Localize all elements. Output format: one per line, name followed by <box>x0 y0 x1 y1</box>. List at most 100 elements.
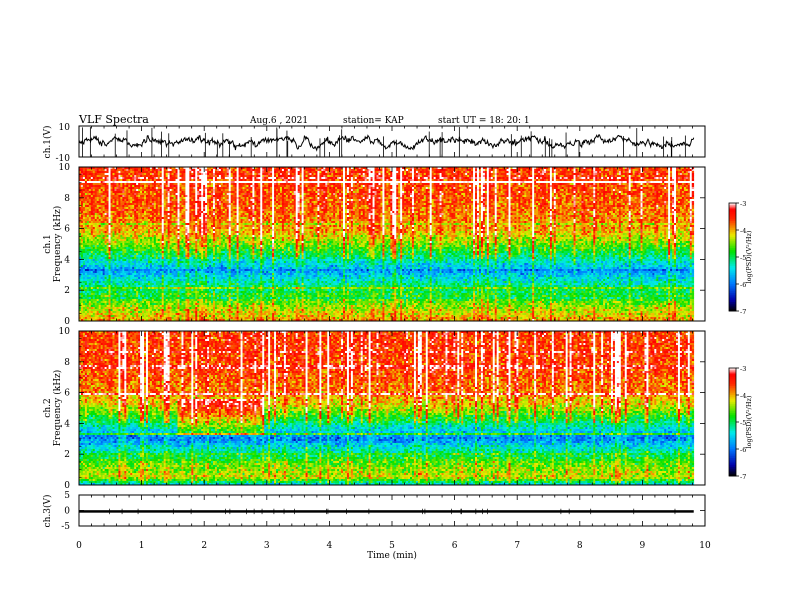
spectrogram-cell <box>435 169 438 172</box>
spectrogram-cell <box>378 177 381 180</box>
spectrogram-cell <box>216 169 220 172</box>
spectrogram-cell <box>177 181 180 184</box>
spectrogram-cell <box>266 171 269 174</box>
spectrogram-cell <box>161 171 165 174</box>
spectrogram-cell <box>321 175 324 178</box>
spectrogram-cell <box>207 169 210 172</box>
spectrogram-cell <box>163 171 167 174</box>
spectrogram-cell <box>494 169 498 172</box>
spectrogram-cell <box>429 169 433 172</box>
spectrogram-cell <box>445 169 448 172</box>
spectrogram-cell <box>500 167 503 170</box>
spectrogram-cell <box>607 171 610 174</box>
spectrogram-cell <box>676 175 679 178</box>
spectrogram-cell <box>370 173 373 176</box>
spectrogram-cell <box>427 177 431 180</box>
spectrogram-cell <box>331 169 334 172</box>
spectrogram-cell <box>238 175 241 178</box>
spectrogram-cell <box>285 175 289 178</box>
spectrogram-cell <box>279 175 283 178</box>
spectrogram-cell <box>285 169 289 172</box>
spectrogram-cell <box>469 177 472 180</box>
spectrogram-cell <box>96 173 100 176</box>
spectrogram-cell <box>151 177 155 180</box>
spectrogram-cell <box>400 173 403 176</box>
spectrogram-cell <box>244 195 247 198</box>
spectrogram-cell <box>110 167 113 170</box>
spectrogram-cell <box>396 171 399 174</box>
spectrogram-cell <box>400 175 403 178</box>
spectrogram-cell <box>666 177 669 180</box>
spectrogram-cell <box>650 169 653 172</box>
spectrogram-cell <box>331 177 334 180</box>
spectrogram-cell <box>293 171 297 174</box>
spectrogram-cell <box>520 171 523 174</box>
spectrogram-cell <box>325 173 328 176</box>
spectrogram-cell <box>179 167 182 170</box>
spectrogram-cell <box>419 177 423 180</box>
spectrogram-cell <box>569 167 572 170</box>
spectrogram-cell <box>668 175 671 178</box>
spectrogram-cell <box>376 169 379 172</box>
spectrogram-cell <box>477 167 480 170</box>
spectrogram-cell <box>396 175 399 178</box>
spectrogram-cell <box>687 171 691 174</box>
spectrogram-cell <box>189 173 192 176</box>
spectrogram-cell <box>609 177 612 180</box>
spectrogram-cell <box>368 171 371 174</box>
spectrogram-cell <box>291 167 295 170</box>
spectrogram-cell <box>575 173 578 176</box>
spectrogram-cell <box>394 171 397 174</box>
spectrogram-cell <box>350 173 354 176</box>
spectrogram-cell <box>652 169 655 172</box>
spectrogram-cell <box>664 171 667 174</box>
spectrogram-cell <box>498 167 501 170</box>
spectrogram-cell <box>386 175 389 178</box>
spectrogram-cell <box>459 171 462 174</box>
spectrogram-cell <box>183 169 186 172</box>
spectrogram-cell <box>279 177 283 180</box>
spectrogram-cell <box>242 175 245 178</box>
spectrogram-cell <box>142 171 145 174</box>
spectrogram-cell <box>299 169 302 172</box>
spectrogram-cell <box>532 169 535 172</box>
spectrogram-cell <box>480 175 484 178</box>
spectrogram-cell <box>167 171 170 174</box>
spectrogram-cell <box>471 173 474 176</box>
spectrogram-cell <box>104 175 107 178</box>
spectrogram-cell <box>614 175 618 178</box>
spectrogram-cell <box>289 169 293 172</box>
spectrogram-cell <box>142 175 145 178</box>
start-time-label: start UT = 18: 20: 1 <box>438 116 530 126</box>
spectrogram-cell <box>195 173 198 176</box>
spectrogram-cell <box>656 175 659 178</box>
spectrogram-cell <box>571 167 574 170</box>
spectrogram-cell <box>445 185 448 188</box>
spectrogram-cell <box>672 175 675 178</box>
spectrogram-cell <box>549 169 553 172</box>
spectrogram-cell <box>327 167 330 170</box>
spectrogram-cell <box>161 175 165 178</box>
spectrogram-cell <box>542 175 545 178</box>
spectrogram-cell <box>506 177 509 180</box>
spectrogram-cell <box>197 177 200 180</box>
spectrogram-cell <box>480 173 484 176</box>
spectrogram-cell <box>368 173 371 176</box>
spectrogram-cell <box>581 167 584 170</box>
spectrogram-cell <box>664 177 667 180</box>
spectrogram-cell <box>195 167 198 170</box>
spectrogram-cell <box>573 173 576 176</box>
spectrogram-cell <box>512 167 515 170</box>
spectrogram-cell <box>612 173 616 176</box>
spectrogram-cell <box>240 177 243 180</box>
spectrogram-cell <box>691 169 695 172</box>
spectrogram-cell <box>380 175 383 178</box>
ch1-spectrogram-heatmap <box>79 167 695 322</box>
spectrogram-cell <box>211 167 214 170</box>
spectrogram-cell <box>683 169 687 172</box>
spectrogram-cell <box>134 177 137 180</box>
spectrogram-cell <box>157 171 161 174</box>
spectrogram-cell <box>492 173 496 176</box>
spectrogram-cell <box>181 171 184 174</box>
spectrogram-cell <box>268 167 271 170</box>
